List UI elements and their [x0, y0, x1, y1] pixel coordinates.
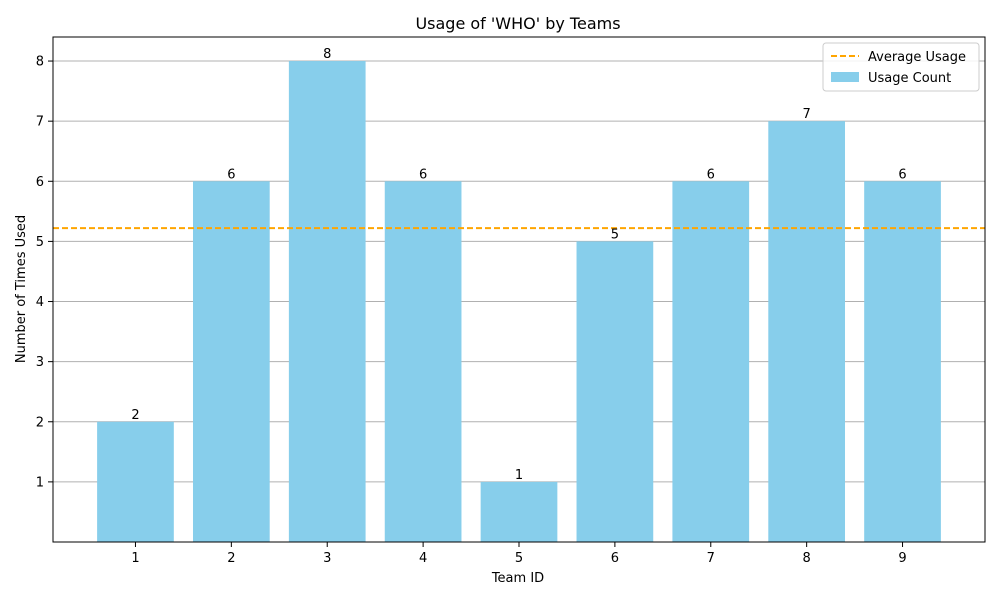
y-tick-label: 2 — [36, 415, 44, 430]
y-tick-label: 8 — [36, 55, 44, 70]
bar — [384, 181, 462, 543]
bar-value-label: 5 — [611, 227, 619, 242]
x-tick-label: 6 — [611, 551, 619, 566]
bar-value-label: 7 — [803, 107, 811, 122]
bar-value-label: 6 — [898, 167, 906, 182]
legend-box — [822, 42, 980, 92]
bar-value-label: 6 — [707, 167, 715, 182]
x-tick-label: 5 — [515, 551, 523, 566]
x-tick-label: 8 — [803, 551, 811, 566]
bar — [768, 121, 846, 543]
bar — [97, 421, 174, 542]
grid-lines — [53, 60, 985, 483]
x-axis-ticks: 1 2 3 4 5 6 7 8 9 — [131, 542, 907, 566]
bar-value-label: 2 — [131, 408, 139, 423]
bars — [97, 61, 941, 543]
y-tick-label: 4 — [36, 295, 44, 310]
bar — [192, 181, 270, 543]
y-tick-label: 5 — [36, 235, 44, 250]
x-tick-label: 2 — [227, 551, 235, 566]
bar — [576, 241, 654, 542]
bar — [864, 181, 941, 543]
bar-value-label: 8 — [323, 47, 331, 62]
legend-average-label: Average Usage — [868, 50, 966, 65]
x-axis-label: Team ID — [491, 571, 544, 586]
legend: Average Usage Usage Count — [822, 42, 980, 92]
x-tick-label: 9 — [898, 551, 906, 566]
y-tick-label: 1 — [36, 475, 44, 490]
y-tick-label: 7 — [36, 115, 44, 130]
bar-value-label: 6 — [227, 167, 235, 182]
chart-title: Usage of 'WHO' by Teams — [415, 14, 620, 33]
bar — [288, 61, 366, 543]
bar-value-labels: 2 6 8 6 1 5 6 7 6 — [131, 47, 906, 483]
bar — [480, 481, 558, 542]
plot-frame — [52, 36, 986, 543]
bar — [672, 181, 750, 543]
x-tick-label: 1 — [131, 551, 139, 566]
y-axis-label: Number of Times Used — [14, 215, 29, 363]
x-tick-label: 3 — [323, 551, 331, 566]
bar-value-label: 1 — [515, 468, 523, 483]
legend-usage-swatch — [831, 72, 859, 82]
x-tick-label: 4 — [419, 551, 427, 566]
y-tick-label: 6 — [36, 175, 44, 190]
y-tick-label: 3 — [36, 355, 44, 370]
legend-usage-label: Usage Count — [868, 71, 951, 86]
bar-value-label: 6 — [419, 167, 427, 182]
y-axis-ticks: 1 2 3 4 5 6 7 8 — [36, 55, 53, 490]
x-tick-label: 7 — [707, 551, 715, 566]
